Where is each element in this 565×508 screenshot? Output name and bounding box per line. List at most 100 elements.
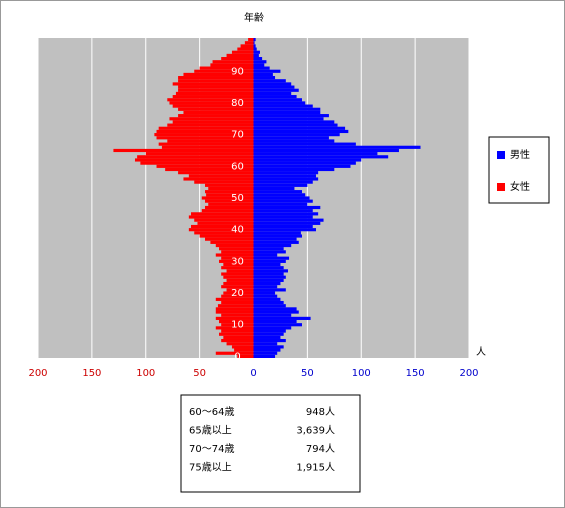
bar: [253, 259, 286, 263]
bar: [221, 266, 254, 270]
bar: [248, 38, 254, 42]
bar: [253, 266, 284, 270]
bar: [253, 167, 335, 172]
bar: [253, 63, 265, 67]
bar: [253, 193, 306, 197]
legend-swatch: [497, 183, 505, 191]
bar: [253, 41, 255, 45]
bar: [253, 110, 321, 115]
bar: [219, 319, 254, 324]
bar: [253, 91, 292, 96]
bar: [178, 79, 254, 83]
bar: [221, 323, 254, 327]
bar: [205, 237, 254, 241]
bar: [253, 142, 356, 146]
bar: [253, 237, 297, 241]
bar: [253, 202, 308, 206]
bar: [215, 297, 254, 301]
bar: [253, 196, 310, 200]
bar: [167, 123, 254, 127]
bar: [231, 345, 254, 349]
bar: [201, 196, 254, 200]
bar: [253, 177, 319, 181]
bar: [194, 218, 254, 222]
bar: [253, 354, 276, 358]
bar: [194, 69, 254, 73]
x-tick-label: 100: [352, 368, 371, 379]
bar: [201, 209, 254, 213]
y-tick-label: 90: [231, 66, 244, 77]
bar: [253, 310, 299, 314]
bar: [217, 304, 254, 308]
bar: [253, 281, 281, 286]
bar: [140, 161, 254, 165]
y-tick-label: 10: [231, 320, 244, 331]
bar: [253, 161, 356, 165]
x-tick-label: 50: [193, 368, 206, 379]
bar: [221, 329, 254, 333]
bar: [253, 53, 259, 58]
bar: [253, 72, 273, 77]
bar: [199, 234, 254, 238]
bar: [205, 205, 254, 210]
legend: [488, 136, 550, 204]
bar: [183, 72, 254, 77]
bar: [253, 278, 284, 282]
bar: [154, 133, 254, 137]
bar: [253, 218, 324, 222]
bar: [156, 136, 254, 140]
bar: [253, 104, 313, 108]
bar: [188, 215, 254, 219]
bar: [253, 297, 281, 301]
bar: [205, 199, 254, 203]
bar: [253, 205, 321, 210]
x-axis-unit: 人: [476, 346, 486, 358]
bar: [188, 228, 254, 232]
y-axis-title: 年齢: [244, 11, 264, 24]
bar: [253, 145, 421, 149]
bar: [253, 307, 297, 311]
bar: [208, 202, 254, 206]
bar: [253, 342, 278, 346]
bar: [215, 243, 254, 248]
x-tick-label: 150: [406, 368, 425, 379]
x-tick-label: 200: [28, 368, 47, 379]
bar: [226, 269, 254, 273]
bar: [226, 278, 254, 282]
bar: [253, 50, 260, 54]
bar: [221, 256, 254, 260]
bar: [253, 85, 295, 89]
bar: [237, 354, 254, 358]
bar: [253, 240, 299, 244]
bar: [253, 164, 351, 168]
bar: [178, 107, 254, 111]
bar: [223, 291, 254, 295]
bar: [253, 88, 299, 92]
x-tick-label: 50: [301, 368, 314, 379]
bar: [253, 291, 276, 295]
bar: [178, 88, 254, 92]
bar: [172, 82, 254, 86]
y-tick-label: 50: [231, 193, 244, 204]
y-tick-label: 80: [231, 98, 244, 109]
bar: [253, 133, 340, 137]
bar: [215, 310, 254, 314]
bar: [178, 85, 254, 89]
bar: [253, 190, 302, 194]
bar: [253, 148, 399, 153]
y-tick-label: 70: [231, 130, 244, 141]
bar: [234, 348, 254, 352]
bar: [221, 300, 254, 305]
bar: [253, 250, 286, 254]
bar: [253, 209, 313, 213]
bar: [219, 259, 254, 263]
bar: [145, 152, 254, 156]
bar: [221, 57, 254, 61]
bar: [253, 338, 286, 343]
bar: [210, 240, 254, 244]
summary-value: 3,639人: [296, 425, 335, 437]
bar: [253, 136, 329, 140]
bar: [253, 300, 284, 305]
bar: [253, 107, 321, 111]
bar: [244, 41, 254, 45]
